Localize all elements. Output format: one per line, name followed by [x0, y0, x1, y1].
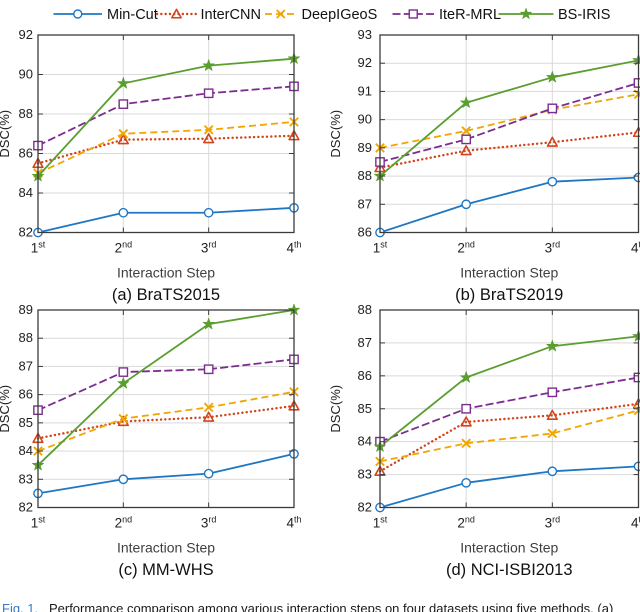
- svg-text:84: 84: [19, 185, 33, 200]
- svg-text:84: 84: [19, 443, 33, 458]
- svg-text:89: 89: [19, 302, 33, 317]
- svg-text:2nd: 2nd: [457, 240, 475, 256]
- svg-text:87: 87: [19, 358, 33, 373]
- svg-text:Interaction Step: Interaction Step: [460, 265, 558, 281]
- svg-text:89: 89: [358, 140, 372, 155]
- svg-text:87: 87: [358, 196, 372, 211]
- svg-text:1st: 1st: [373, 515, 388, 531]
- svg-text:4th: 4th: [631, 240, 640, 256]
- svg-text:2nd: 2nd: [115, 515, 133, 531]
- svg-text:86: 86: [19, 387, 33, 402]
- svg-text:88: 88: [358, 302, 372, 317]
- svg-text:3rd: 3rd: [545, 515, 561, 531]
- svg-text:Interaction Step: Interaction Step: [460, 540, 558, 556]
- svg-text:82: 82: [358, 500, 372, 515]
- svg-text:82: 82: [19, 500, 33, 515]
- svg-text:DSC(%): DSC(%): [328, 110, 343, 158]
- svg-text:1st: 1st: [31, 240, 46, 256]
- svg-text:4th: 4th: [286, 240, 301, 256]
- svg-text:DSC(%): DSC(%): [0, 110, 12, 158]
- svg-text:(c) MM-WHS: (c) MM-WHS: [118, 561, 213, 579]
- svg-text:83: 83: [19, 471, 33, 486]
- svg-text:88: 88: [358, 168, 372, 183]
- svg-text:86: 86: [19, 146, 33, 161]
- svg-text:2nd: 2nd: [457, 515, 475, 531]
- svg-text:InterCNN: InterCNN: [201, 7, 261, 23]
- svg-text:3rd: 3rd: [201, 515, 217, 531]
- svg-text:83: 83: [358, 467, 372, 482]
- svg-text:4th: 4th: [631, 515, 640, 531]
- svg-text:DeepIGeoS: DeepIGeoS: [302, 7, 378, 23]
- svg-text:86: 86: [358, 368, 372, 383]
- svg-text:Interaction Step: Interaction Step: [117, 540, 215, 556]
- svg-text:Min-Cut: Min-Cut: [107, 7, 158, 23]
- svg-text:4th: 4th: [286, 515, 301, 531]
- svg-text:84: 84: [358, 434, 372, 449]
- svg-text:88: 88: [19, 106, 33, 121]
- svg-text:2nd: 2nd: [115, 240, 133, 256]
- svg-text:3rd: 3rd: [545, 240, 561, 256]
- svg-text:92: 92: [19, 27, 33, 42]
- svg-text:91: 91: [358, 83, 372, 98]
- svg-text:1st: 1st: [31, 515, 46, 531]
- svg-text:DSC(%): DSC(%): [328, 385, 343, 433]
- svg-text:85: 85: [19, 415, 33, 430]
- svg-text:92: 92: [358, 55, 372, 70]
- svg-text:(d) NCI-ISBI2013: (d) NCI-ISBI2013: [446, 561, 573, 579]
- svg-text:3rd: 3rd: [201, 240, 217, 256]
- svg-text:86: 86: [358, 225, 372, 240]
- svg-text:93: 93: [358, 27, 372, 42]
- svg-text:IteR-MRL: IteR-MRL: [439, 7, 501, 23]
- svg-text:88: 88: [19, 330, 33, 345]
- svg-text:DSC(%): DSC(%): [0, 385, 12, 433]
- svg-text:90: 90: [358, 112, 372, 127]
- svg-text:85: 85: [358, 401, 372, 416]
- svg-text:87: 87: [358, 335, 372, 350]
- svg-text:82: 82: [19, 225, 33, 240]
- svg-text:90: 90: [19, 67, 33, 82]
- svg-text:BS-IRIS: BS-IRIS: [558, 7, 610, 23]
- svg-text:1st: 1st: [373, 240, 388, 256]
- svg-text:Interaction Step: Interaction Step: [117, 265, 215, 281]
